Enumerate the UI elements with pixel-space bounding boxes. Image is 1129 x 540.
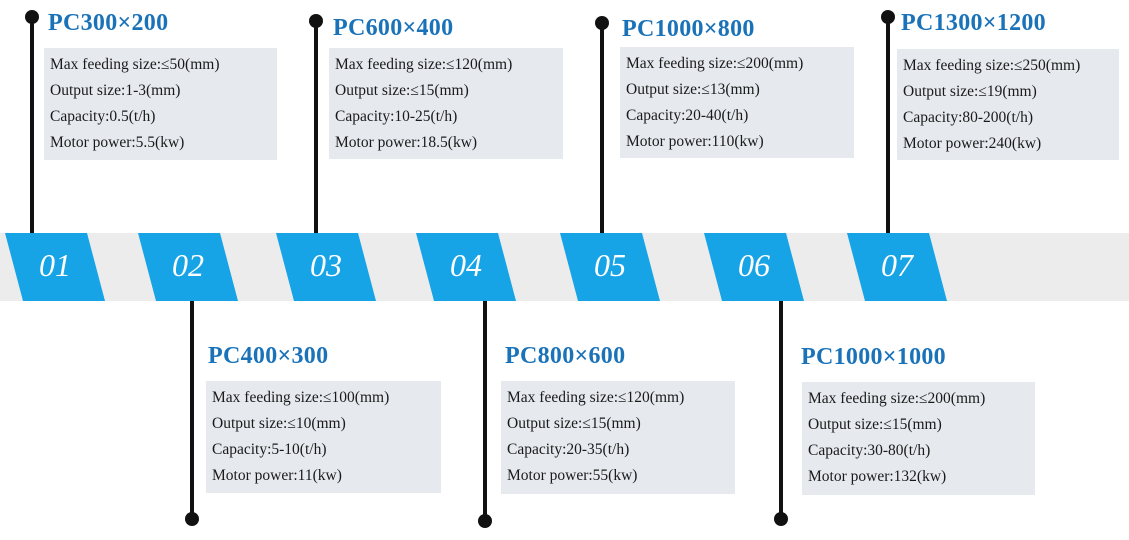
spec-capacity: Capacity:10-25(t/h) (335, 108, 458, 125)
spec-card: Max feeding size:≤250(mm) Output size:≤1… (897, 49, 1119, 160)
timeline-tab-07: 07 (847, 233, 947, 301)
model-title: PC400×300 (208, 343, 329, 369)
model-title: PC300×200 (48, 10, 169, 36)
spec-output-size: Output size:≤10(mm) (212, 415, 346, 432)
spec-output-size: Output size:≤15(mm) (507, 415, 641, 432)
spec-motor-power: Motor power:11(kw) (212, 467, 342, 484)
tab-number: 05 (594, 247, 626, 283)
spec-max-feeding: Max feeding size:≤120(mm) (507, 389, 685, 406)
timeline-tab-02: 02 (138, 233, 238, 301)
connector-dot (185, 512, 199, 526)
spec-max-feeding: Max feeding size:≤100(mm) (212, 389, 390, 406)
model-title: PC1000×800 (622, 16, 755, 42)
connector-line (30, 17, 34, 233)
connector-line (483, 301, 487, 519)
connector-line (886, 17, 890, 233)
timeline-tab-05: 05 (560, 233, 660, 301)
connector-line (779, 301, 783, 517)
spec-motor-power: Motor power:132(kw) (808, 468, 947, 485)
spec-capacity: Capacity:20-35(t/h) (507, 441, 630, 458)
spec-card: Max feeding size:≤200(mm) Output size:≤1… (620, 47, 854, 158)
spec-output-size: Output size:≤19(mm) (903, 83, 1037, 100)
spec-max-feeding: Max feeding size:≤200(mm) (626, 55, 804, 72)
connector-line (600, 23, 604, 233)
spec-capacity: Capacity:0.5(t/h) (50, 108, 156, 125)
spec-max-feeding: Max feeding size:≤250(mm) (903, 57, 1081, 74)
spec-capacity: Capacity:5-10(t/h) (212, 441, 327, 458)
spec-motor-power: Motor power:55(kw) (507, 467, 638, 484)
spec-output-size: Output size:1-3(mm) (50, 82, 181, 99)
spec-max-feeding: Max feeding size:≤120(mm) (335, 56, 513, 73)
tab-number: 06 (738, 247, 770, 283)
spec-card: Max feeding size:≤120(mm) Output size:≤1… (501, 381, 735, 494)
spec-motor-power: Motor power:18.5(kw) (335, 134, 478, 151)
spec-max-feeding: Max feeding size:≤200(mm) (808, 390, 986, 407)
spec-card: Max feeding size:≤200(mm) Output size:≤1… (802, 382, 1035, 495)
tab-number: 04 (450, 247, 482, 283)
model-title: PC1000×1000 (801, 344, 946, 370)
connector-dot (774, 512, 788, 526)
spec-max-feeding: Max feeding size:≤50(mm) (50, 56, 220, 73)
connector-line (190, 301, 194, 517)
connector-line (314, 21, 318, 233)
tab-number: 02 (172, 247, 204, 283)
spec-capacity: Capacity:20-40(t/h) (626, 107, 749, 124)
tab-number: 07 (881, 247, 913, 283)
spec-motor-power: Motor power:240(kw) (903, 135, 1042, 152)
spec-motor-power: Motor power:110(kw) (626, 133, 764, 150)
spec-output-size: Output size:≤13(mm) (626, 81, 760, 98)
spec-card: Max feeding size:≤50(mm) Output size:1-3… (44, 48, 277, 160)
model-title: PC1300×1200 (901, 10, 1046, 36)
tab-number: 03 (310, 247, 342, 283)
timeline-tab-04: 04 (416, 233, 516, 301)
spec-card: Max feeding size:≤120(mm) Output size:≤1… (329, 48, 563, 159)
spec-card: Max feeding size:≤100(mm) Output size:≤1… (206, 381, 441, 493)
spec-capacity: Capacity:30-80(t/h) (808, 442, 931, 459)
timeline-tab-06: 06 (704, 233, 804, 301)
spec-output-size: Output size:≤15(mm) (808, 416, 942, 433)
timeline-tab-03: 03 (276, 233, 376, 301)
connector-dot (478, 514, 492, 528)
model-title: PC600×400 (333, 15, 454, 41)
spec-output-size: Output size:≤15(mm) (335, 82, 469, 99)
spec-capacity: Capacity:80-200(t/h) (903, 109, 1033, 126)
tab-number: 01 (39, 247, 71, 283)
timeline-tab-01: 01 (5, 233, 105, 301)
spec-motor-power: Motor power:5.5(kw) (50, 134, 185, 151)
model-title: PC800×600 (505, 343, 626, 369)
